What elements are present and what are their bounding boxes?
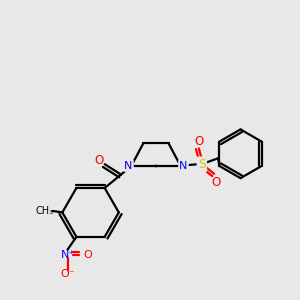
Text: O: O bbox=[211, 176, 220, 189]
Text: O: O bbox=[194, 135, 203, 148]
Text: O: O bbox=[95, 154, 104, 167]
Text: O: O bbox=[83, 250, 92, 260]
Text: S: S bbox=[198, 158, 206, 171]
Text: N⁺: N⁺ bbox=[60, 250, 75, 260]
Text: CH₃: CH₃ bbox=[35, 206, 53, 216]
Text: O⁻: O⁻ bbox=[60, 269, 75, 279]
Text: N: N bbox=[124, 161, 133, 171]
Text: N: N bbox=[179, 161, 188, 171]
